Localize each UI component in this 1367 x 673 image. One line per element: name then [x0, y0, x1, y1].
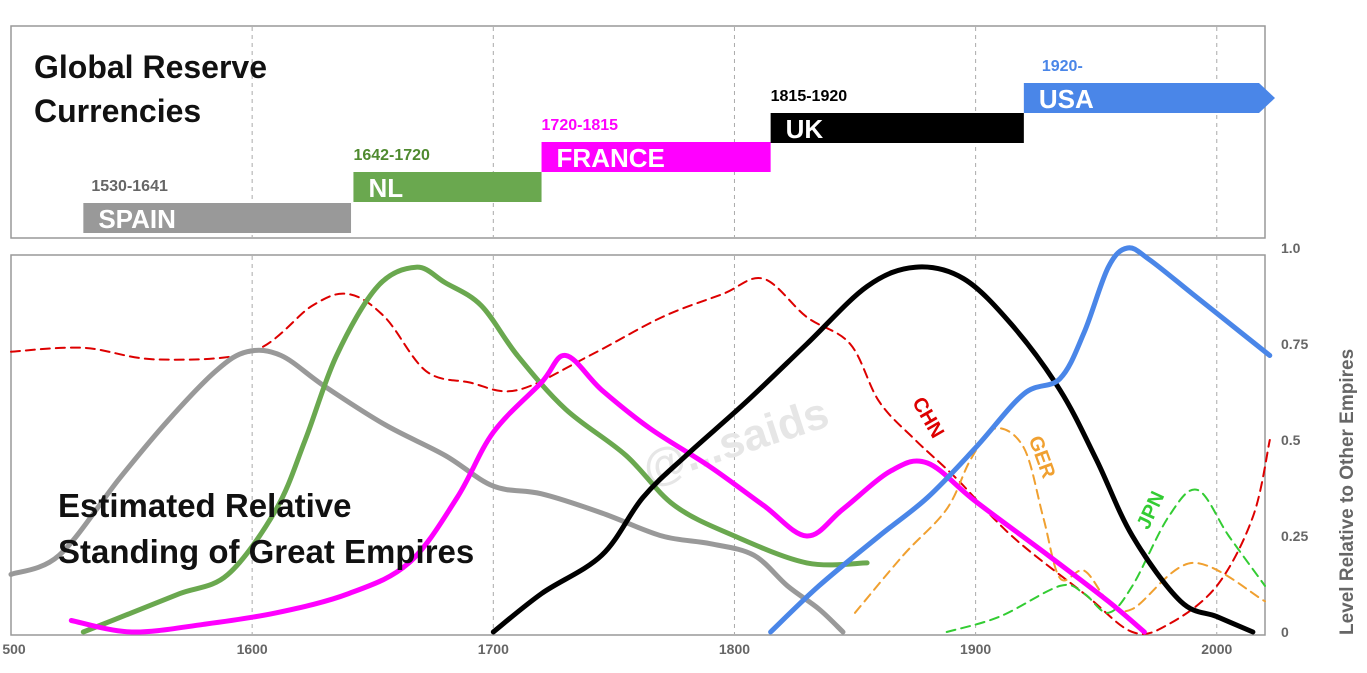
x-tick-label: 1700	[478, 641, 509, 657]
x-tick-label: 1600	[237, 641, 268, 657]
reserve-name-usa: USA	[1039, 84, 1094, 114]
annotation-chn: CHN	[907, 394, 948, 443]
series-line-usa	[768, 245, 1273, 635]
reserve-bar-usa	[1023, 83, 1275, 113]
top-title-line1: Global Reserve	[34, 49, 267, 85]
reserve-bar-spain	[83, 203, 352, 233]
series-lines	[8, 245, 1273, 636]
top-panel-frame	[10, 25, 1266, 239]
x-tick-label: 1800	[719, 641, 750, 657]
series-line-japan	[945, 488, 1266, 633]
reserve-bar-uk	[770, 113, 1024, 143]
chart-title-line2: Standing of Great Empires	[58, 533, 474, 570]
reserve-name-uk: UK	[786, 114, 824, 144]
x-axis-ticks: 500 1600 1700 1800 1900 2000	[2, 641, 1232, 657]
x-tick-label: 2000	[1201, 641, 1232, 657]
y-axis-ticks: 0 0.25 0.5 0.75 1.0	[1281, 240, 1308, 640]
x-tick-label: 1900	[960, 641, 991, 657]
reserve-bar-france	[541, 142, 771, 172]
bottom-panel-frame	[10, 254, 1266, 636]
y-tick-label: 0.75	[1281, 336, 1308, 352]
reserve-name-nl: NL	[368, 173, 403, 203]
y-tick-label: 0.5	[1281, 432, 1301, 448]
series-line-spain	[8, 347, 846, 635]
series-line-uk	[490, 264, 1256, 635]
x-tick-label: 500	[2, 641, 26, 657]
top-title-line2: Currencies	[34, 93, 201, 129]
reserve-name-spain: SPAIN	[98, 204, 176, 234]
y-tick-label: 1.0	[1281, 240, 1301, 256]
series-line-germany	[854, 427, 1266, 614]
series-line-china	[10, 277, 1271, 636]
reserve-period-nl: 1642-1720	[353, 147, 430, 164]
reserve-period-usa: 1920-	[1042, 58, 1083, 75]
annotation-ger: GER	[1024, 433, 1060, 482]
reserve-period-uk: 1815-1920	[771, 88, 848, 105]
series-line-france	[68, 353, 1147, 635]
series-line-netherlands	[80, 264, 870, 635]
reserve-period-france: 1720-1815	[542, 117, 619, 134]
chart-title-line1: Estimated Relative	[58, 487, 351, 524]
y-axis-label: Level Relative to Other Empires	[1337, 349, 1358, 635]
reserve-bar-nl	[353, 172, 542, 202]
y-tick-label: 0.25	[1281, 528, 1308, 544]
reserve-name-france: FRANCE	[557, 143, 665, 173]
reserve-period-spain: 1530-1641	[91, 178, 168, 195]
y-tick-label: 0	[1281, 624, 1289, 640]
reserve-bars: SPAIN 1530-1641 NL 1642-1720 FRANCE 1720-1815…	[83, 58, 1275, 234]
